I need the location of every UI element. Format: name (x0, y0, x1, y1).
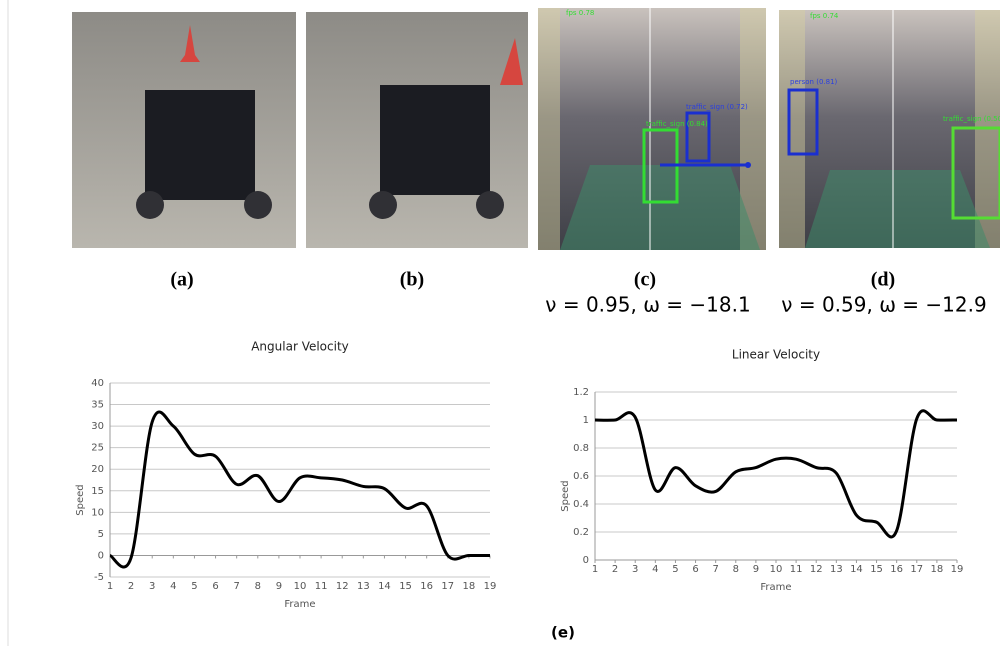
x-tick-label: 19 (951, 564, 964, 575)
line-series (110, 412, 490, 567)
detection-label: fps 0.74 (810, 12, 839, 20)
x-tick-label: 6 (692, 564, 698, 575)
detection-label: traffic_sign (0.72) (686, 103, 748, 111)
panel-caption: ν = 0.95, ω = −18.1 (545, 293, 750, 317)
x-tick-label: 9 (753, 564, 759, 575)
detection-label: fps 0.78 (566, 9, 594, 17)
y-tick-label: 0.8 (573, 443, 589, 454)
y-tick-label: 1.2 (573, 387, 589, 398)
x-tick-label: 11 (315, 581, 328, 592)
x-tick-label: 13 (830, 564, 843, 575)
line-series (595, 411, 957, 537)
y-tick-label: 0 (583, 555, 589, 566)
y-axis-label: Speed (560, 480, 571, 511)
y-tick-label: -5 (94, 572, 104, 583)
y-tick-label: 15 (91, 486, 104, 497)
x-tick-label: 5 (672, 564, 678, 575)
chart-title: Linear Velocity (732, 348, 820, 362)
x-tick-label: 10 (294, 581, 307, 592)
x-tick-label: 4 (170, 581, 176, 592)
x-tick-label: 12 (336, 581, 349, 592)
x-tick-label: 9 (276, 581, 282, 592)
x-tick-label: 11 (790, 564, 803, 575)
detection-label: traffic_sign (0.50) (943, 115, 1000, 123)
y-tick-label: 0 (98, 550, 104, 561)
photo-d (779, 10, 1000, 248)
x-tick-label: 18 (463, 581, 476, 592)
panel-label: (b) (400, 269, 424, 291)
y-tick-label: 25 (91, 443, 104, 454)
y-tick-label: 0.2 (573, 527, 589, 538)
x-tick-label: 7 (712, 564, 718, 575)
x-tick-label: 4 (652, 564, 658, 575)
x-tick-label: 19 (484, 581, 497, 592)
x-tick-label: 8 (255, 581, 261, 592)
x-tick-label: 16 (420, 581, 433, 592)
x-tick-label: 18 (931, 564, 944, 575)
y-tick-label: 40 (91, 378, 104, 389)
x-tick-label: 5 (191, 581, 197, 592)
x-tick-label: 6 (212, 581, 218, 592)
y-tick-label: 0.4 (573, 499, 589, 510)
x-tick-label: 3 (149, 581, 155, 592)
detection-label: person (0.81) (790, 78, 838, 86)
x-tick-label: 14 (850, 564, 863, 575)
x-tick-label: 16 (890, 564, 903, 575)
photo-b (306, 12, 528, 248)
figure: (a) (b) (c) (d) ν = 0.95, ω = −18.1 ν = … (0, 0, 1000, 646)
panel-label: (d) (871, 269, 895, 291)
y-tick-label: 10 (91, 507, 104, 518)
detection-label: traffic_sign (0.84) (646, 120, 708, 128)
y-tick-label: 0.6 (573, 471, 589, 482)
x-tick-label: 17 (910, 564, 923, 575)
x-tick-label: 2 (128, 581, 134, 592)
panel-label: (c) (634, 269, 656, 291)
chart-title: Angular Velocity (251, 340, 349, 354)
y-tick-label: 1 (583, 415, 589, 426)
x-tick-label: 2 (612, 564, 618, 575)
panel-caption: ν = 0.59, ω = −12.9 (781, 293, 986, 317)
x-tick-label: 13 (357, 581, 370, 592)
x-tick-label: 7 (233, 581, 239, 592)
x-tick-label: 1 (107, 581, 113, 592)
y-axis-label: Speed (75, 484, 86, 515)
x-tick-label: 1 (592, 564, 598, 575)
x-tick-label: 8 (733, 564, 739, 575)
y-tick-label: 20 (91, 464, 104, 475)
x-tick-label: 10 (770, 564, 783, 575)
x-tick-label: 3 (632, 564, 638, 575)
x-tick-label: 15 (870, 564, 883, 575)
x-tick-label: 17 (441, 581, 454, 592)
x-tick-label: 14 (378, 581, 391, 592)
figure-label: (e) (551, 624, 575, 642)
x-axis-label: Frame (284, 599, 315, 610)
y-tick-label: 30 (91, 421, 104, 432)
x-tick-label: 15 (399, 581, 412, 592)
y-tick-label: 5 (98, 529, 104, 540)
x-tick-label: 12 (810, 564, 823, 575)
photo-a (72, 12, 296, 248)
y-tick-label: 35 (91, 400, 104, 411)
panel-label: (a) (170, 269, 193, 291)
x-axis-label: Frame (760, 582, 791, 593)
photo-c (538, 8, 766, 250)
